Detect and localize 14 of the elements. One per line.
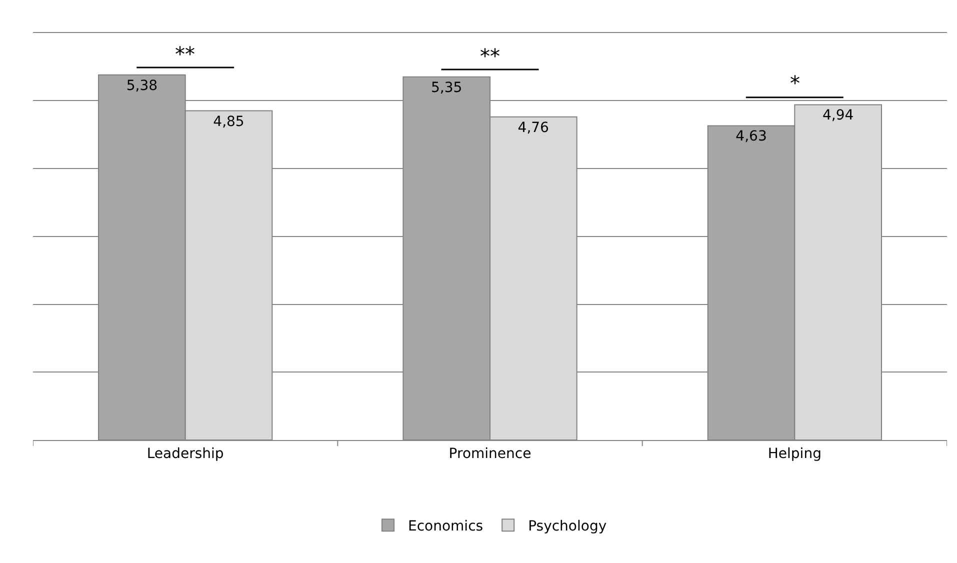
data-label: 4,76 bbox=[518, 120, 550, 136]
x-tick-label: Prominence bbox=[448, 446, 532, 462]
data-label: 5,35 bbox=[431, 80, 462, 96]
data-label: 4,63 bbox=[736, 128, 767, 145]
annotation: * bbox=[790, 71, 800, 95]
legend-label: Economics bbox=[408, 518, 484, 535]
x-tick-label: Leadership bbox=[146, 446, 224, 462]
text: ** bbox=[480, 44, 500, 68]
data-label: 4,94 bbox=[822, 108, 854, 124]
data-label: 4,85 bbox=[213, 114, 244, 130]
data-label: 5,38 bbox=[126, 78, 158, 94]
legend-label: Psychology bbox=[528, 518, 607, 535]
x-tick-label: Helping bbox=[768, 446, 822, 462]
text: ** bbox=[175, 42, 195, 66]
